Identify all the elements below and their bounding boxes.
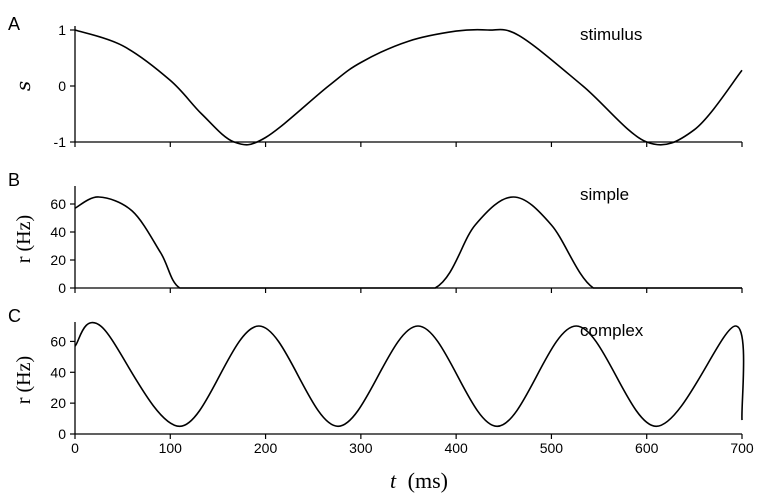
panel-c-xtick-label: 400 (444, 440, 468, 456)
panel-a-ytick-label: 1 (58, 22, 66, 38)
panel-c-curve (74, 322, 745, 428)
panel-b-ytick-label: 20 (50, 252, 66, 268)
panel-c-xtick-label: 700 (730, 440, 754, 456)
panel-c-ytick-label: 0 (58, 426, 66, 442)
panel-c-letter: C (8, 306, 21, 326)
panel-c-xtick-label: 100 (159, 440, 183, 456)
panel-b-ytick-label: 0 (58, 280, 66, 296)
panel-b-ytick-label: 40 (50, 224, 66, 240)
panel-a-curve (74, 28, 743, 146)
panel-a-letter: A (8, 14, 20, 34)
panel-a-ytick-label: 0 (58, 78, 66, 94)
panel-c-xtick-label: 600 (635, 440, 659, 456)
panel-c-xtick-label: 300 (349, 440, 373, 456)
panel-b-ytick-label: 60 (50, 196, 66, 212)
panel-c-y-label: r (Hz) (13, 356, 35, 404)
panel-c-title: complex (580, 321, 644, 340)
panel-a-ytick-label: -1 (54, 134, 67, 150)
panel-c-ytick-label: 60 (50, 333, 66, 349)
panel-b-curve (74, 196, 742, 289)
panel-c-xtick-label: 500 (540, 440, 564, 456)
panel-a-title: stimulus (580, 25, 642, 44)
panel-b-letter: B (8, 170, 20, 190)
x-axis-label: t (ms) (390, 468, 448, 493)
panel-b-y-label: r (Hz) (13, 215, 35, 263)
panel-b-title: simple (580, 185, 629, 204)
x-axis-variable: t (390, 468, 397, 493)
x-axis-unit: (ms) (408, 468, 448, 493)
panel-c-ytick-label: 20 (50, 395, 66, 411)
panel-c-xtick-label: 200 (254, 440, 278, 456)
panel-c-xtick-label: 0 (71, 440, 79, 456)
panel-c-ytick-label: 40 (50, 364, 66, 380)
panel-a-y-label: s (11, 81, 35, 91)
